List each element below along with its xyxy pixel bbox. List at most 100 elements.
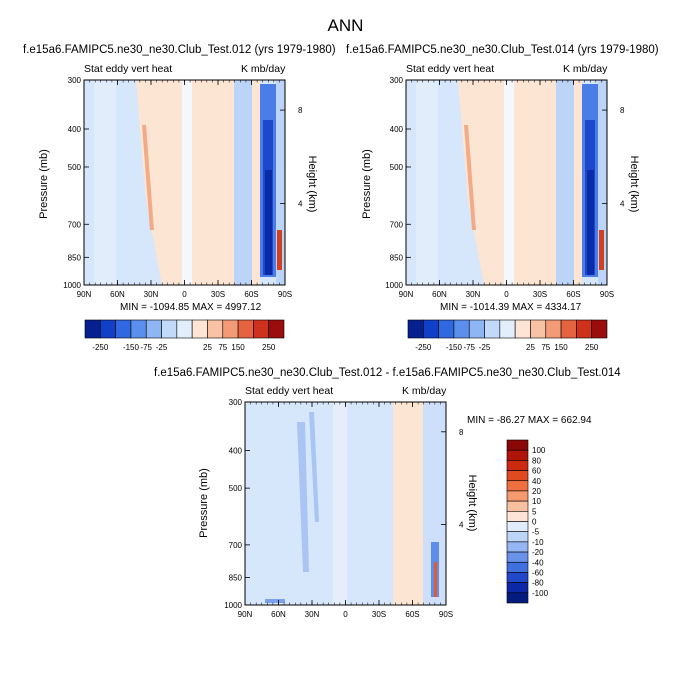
colorbar-label: -40 [532,558,544,567]
colorbar-box [506,592,529,604]
variable-label: Stat eddy vert heat [406,63,495,75]
colorbar-box [506,541,529,553]
field-negative-patch [265,599,285,603]
colorbar-label: 5 [532,507,537,516]
colorbar-label: -75 [140,343,152,352]
colorbar-box [423,319,439,339]
panel-title-difference: f.e15a6.FAMIPC5.ne30_ne30.Club_Test.012 … [154,367,621,379]
colorbar-box [84,319,101,339]
colorbar-label: -25 [156,343,168,352]
colorbar-box [191,319,208,339]
x-tick-label: 60S [405,610,419,619]
colorbar-box [591,319,608,339]
x-tick-label: 60N [110,290,125,299]
field-band [252,80,260,285]
axes: 90N 60N 30N 0 30S 60S 90S 300 400 500 700 850 1000 8 4 [385,76,625,299]
colorbar-box [560,319,577,339]
field-negative-streak [297,422,309,572]
colorbar-box [176,319,193,339]
colorbar-box [453,319,470,339]
colorbar-box [407,319,424,339]
colorbar-label: 250 [585,343,599,352]
colorbar-box [438,319,455,339]
field-band [416,80,438,285]
y-tick-label: 400 [390,125,404,134]
field-band [423,402,446,605]
y-tick-label: 1000 [63,281,81,290]
x-tick-label: 90S [278,290,292,299]
colorbar-label: 250 [262,343,276,352]
x-tick-label: 90N [399,290,414,299]
y-tick-label: 500 [68,163,82,172]
colorbar-label: 150 [554,343,568,352]
y-tick-label: 700 [229,541,243,550]
colorbar-box [506,490,529,502]
colorbar-label: 75 [218,343,227,352]
min-max-stats: MIN = -1014.39 MAX = 4334.17 [440,302,582,313]
y-tick-label: 500 [229,484,243,493]
axes: 90N 60N 30N 0 30S 60S 90S 300 400 500 700 850 1000 8 4 [224,398,464,619]
variable-label: Stat eddy vert heat [84,63,173,75]
min-max-stats: MIN = -86.27 MAX = 662.94 [467,415,592,426]
colorbar-box [237,319,254,339]
right-tick-label: 4 [298,200,303,209]
colorbar-box [506,480,529,492]
x-tick-label: 60S [244,290,258,299]
colorbar-box [576,319,592,339]
colorbar-label: -10 [532,538,544,547]
x-tick-label: 0 [182,290,187,299]
colorbar-box [506,439,529,451]
colorbar-label: -5 [532,528,540,537]
colorbar-box [506,511,529,522]
field-positive-patch [434,562,437,597]
colorbar-box [506,551,529,563]
colorbar-label: -250 [415,343,432,352]
y-tick-label: 1000 [385,281,403,290]
field-warm-region [393,402,423,605]
colorbar-box [130,319,147,339]
colorbar-box [115,319,132,339]
colorbar-label: 25 [203,343,212,352]
colorbar-box [484,319,501,339]
colorbar-box [100,319,116,339]
field-band [598,80,607,285]
x-tick-label: 60N [432,290,447,299]
colorbar-box [468,319,485,339]
colorbar-label: 0 [532,518,537,527]
y-tick-label: 400 [229,447,243,456]
colorbar-label: -80 [532,579,544,588]
colorbar-label: 20 [532,487,541,496]
y-tick-label: 1000 [224,601,242,610]
colorbar-box [506,460,529,471]
field-strong-negative [265,170,272,275]
x-tick-label: 30N [466,290,481,299]
units-label: K mb/day [402,385,447,397]
colorbar-box [506,582,529,594]
right-tick-label: 8 [459,428,464,437]
colorbar-label: -75 [463,343,475,352]
panel-title-test014: f.e15a6.FAMIPC5.ne30_ne30.Club_Test.014 … [346,44,659,56]
field-strong-positive [599,230,604,270]
colorbar-box [506,531,529,543]
x-tick-label: 30N [305,610,320,619]
x-tick-label: 30S [211,290,225,299]
y-tick-label: 500 [390,163,404,172]
field-positive-streak [142,125,154,230]
colorbar-box [207,319,224,339]
colorbar-box [506,561,529,573]
x-tick-label: 60N [271,610,286,619]
colorbar: -250 -150 -75 -25 25 75 150 250 [407,319,608,352]
colorbar-box [253,319,269,339]
x-tick-label: 30S [372,610,386,619]
colorbar-label: 25 [526,343,535,352]
field-band [276,80,285,285]
right-tick-label: 8 [620,106,625,115]
y-tick-label: 850 [390,253,404,262]
colorbar-box [145,319,162,339]
colorbar-label: 40 [532,477,541,486]
colorbar: -250 -150 -75 -25 25 75 150 250 [84,319,285,352]
heatmap-field [406,80,607,285]
field-band [504,80,514,285]
